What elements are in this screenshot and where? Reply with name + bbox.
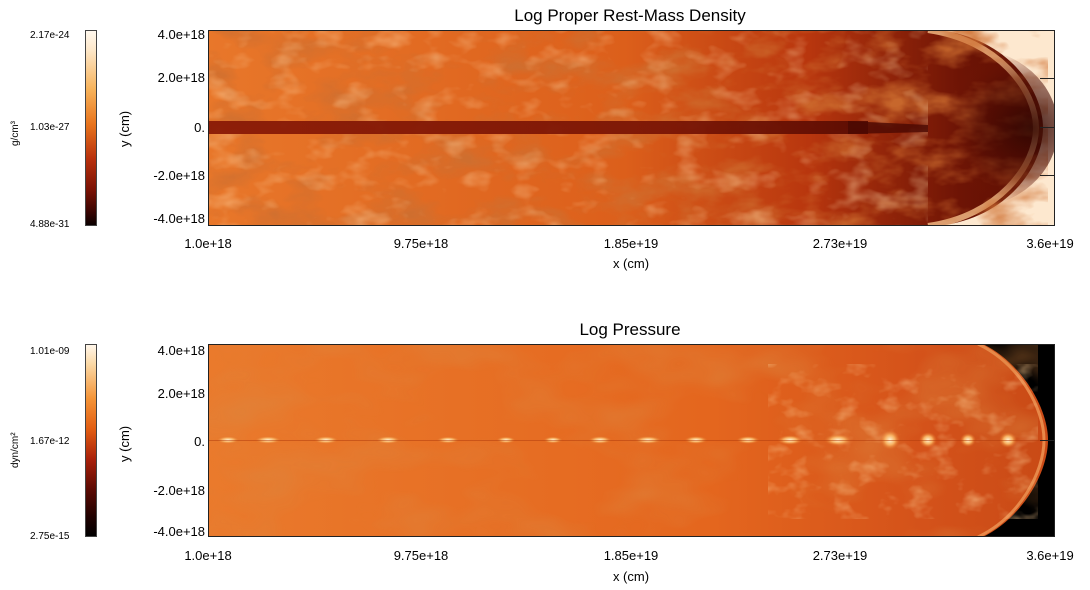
pressure-colorbar-unit: dyn/cm² [10, 432, 21, 468]
pressure-xtick: 2.73e+19 [812, 548, 868, 563]
pressure-ylabel: y (cm) [117, 425, 132, 462]
density-ylabel: y (cm) [117, 110, 132, 147]
pressure-xtick: 1.0e+18 [184, 548, 232, 563]
pressure-ytick: -4.0e+18 [153, 524, 205, 539]
density-colorbar-unit: g/cm³ [10, 121, 21, 146]
density-ytick: 2.0e+18 [157, 70, 205, 85]
density-ytick: 4.0e+18 [157, 27, 205, 42]
density-ytick: -2.0e+18 [153, 168, 205, 183]
density-colorbar-min-label: 4.88e-31 [30, 219, 70, 230]
density-right-tick [1040, 175, 1055, 176]
pressure-colorbar-min-label: 2.75e-15 [30, 531, 70, 542]
pressure-ytick: -2.0e+18 [153, 483, 205, 498]
density-ytick: 0. [194, 120, 205, 135]
pressure-ytick: 0. [194, 434, 205, 449]
density-jet-beam [208, 121, 868, 134]
pressure-xtick: 1.85e+19 [603, 548, 659, 563]
density-xtick: 2.73e+19 [812, 236, 868, 251]
pressure-ytick: 2.0e+18 [157, 386, 205, 401]
pressure-xtick: 9.75e+18 [393, 548, 449, 563]
density-head-region [878, 48, 1055, 208]
pressure-ytick: 4.0e+18 [157, 343, 205, 358]
density-xtick: 1.85e+19 [603, 236, 659, 251]
density-colorbar [85, 30, 97, 226]
pressure-plot [208, 344, 1055, 537]
density-right-tick [1040, 127, 1055, 128]
density-xtick: 9.75e+18 [393, 236, 449, 251]
pressure-title: Log Pressure [579, 320, 681, 339]
density-colorbar-mid-label: 1.03e-27 [30, 122, 70, 133]
density-plot [208, 30, 1055, 226]
density-title: Log Proper Rest-Mass Density [514, 6, 746, 25]
density-right-tick [1040, 78, 1055, 79]
density-xtick: 1.0e+18 [184, 236, 232, 251]
pressure-head-structure [768, 364, 1038, 519]
density-xlabel: x (cm) [612, 256, 650, 271]
pressure-colorbar-mid-label: 1.67e-12 [30, 436, 70, 447]
density-jet-tip [848, 121, 928, 134]
density-ytick: -4.0e+18 [153, 211, 205, 226]
pressure-colorbar [85, 344, 97, 537]
pressure-right-tick [1040, 440, 1055, 441]
density-xtick: 3.6e+19 [1026, 236, 1074, 251]
pressure-colorbar-max-label: 1.01e-09 [30, 346, 70, 357]
density-colorbar-max-label: 2.17e-24 [30, 30, 70, 41]
pressure-xlabel: x (cm) [612, 569, 650, 584]
pressure-xtick: 3.6e+19 [1026, 548, 1074, 563]
